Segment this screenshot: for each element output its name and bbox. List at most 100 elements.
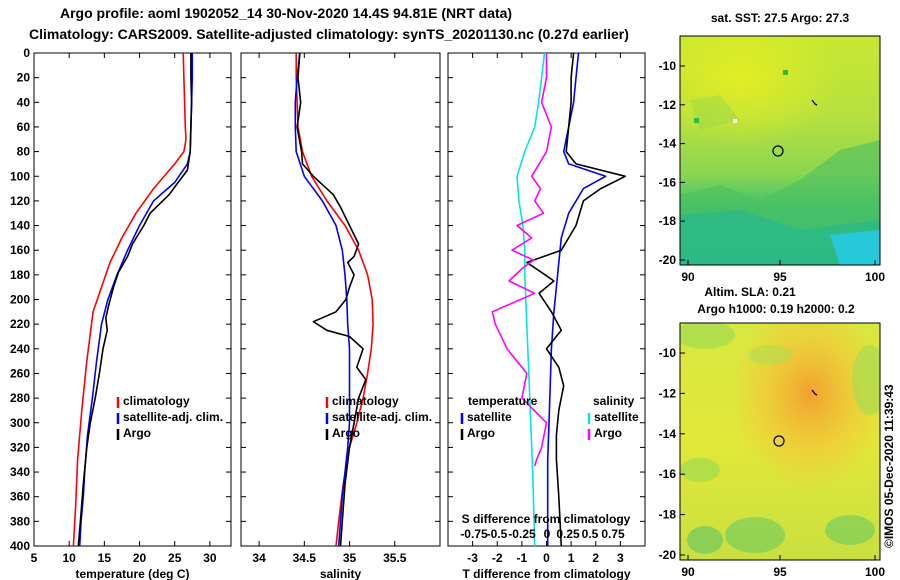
legend-label: satellite	[467, 410, 512, 424]
map-y-tick-label: -12	[659, 386, 677, 400]
legend-label: climatology	[123, 394, 190, 408]
map-y-tick-label: -10	[659, 346, 677, 360]
temperature-panel: 0 20 40 60 80 100 120 140 160 180 200 220 240 260 280 3…	[10, 46, 232, 580]
map-y-tick-label: -14	[659, 427, 677, 441]
sst-map-axes: 90 95 100 -10 -12 -14 -16 -18 -20	[659, 59, 886, 284]
legend-salinity-title: salinity	[593, 394, 635, 408]
x-tick-label: 35	[343, 551, 357, 565]
map-x-tick-label: 95	[773, 565, 787, 579]
map-y-tick-label: -20	[659, 548, 677, 562]
series-line-s-satellite-clim	[516, 52, 546, 547]
depth-tick-label: 340	[10, 465, 30, 479]
map-x-tick-label: 90	[681, 270, 695, 284]
x-tick-label: 30	[203, 551, 217, 565]
depth-tick-label: 20	[17, 71, 31, 85]
sla-map: Altim. SLA: 0.21 Argo h1000: 0.19 h2000:…	[659, 285, 886, 579]
map-y-tick-label: -16	[659, 175, 677, 189]
difference-panel: -3 -2 -1 0 1 2 3 T difference from climatology t…	[447, 52, 646, 580]
x-tick-label: -1	[517, 551, 528, 565]
sst-map: sat. SST: 27.5 Argo: 27.3 90 95 100 -10 -12 -…	[659, 11, 886, 284]
s-diff-tick-label: 0	[544, 527, 551, 541]
series-line-climatology	[295, 53, 374, 547]
sst-map-field	[680, 36, 880, 265]
depth-tick-label: 280	[10, 391, 30, 405]
x-tick-label: 34.5	[293, 551, 317, 565]
sla-map-axes: 90 95 100 -10 -12 -14 -16 -18 -20	[659, 346, 886, 579]
depth-tick-label: 400	[10, 539, 30, 553]
series-line-t-argo-clim	[525, 52, 627, 547]
s-diff-tick-label: -0.5	[487, 527, 508, 541]
legend-label: climatology	[332, 394, 399, 408]
map-y-tick-label: -20	[659, 253, 677, 267]
series-line-climatology	[72, 52, 187, 547]
imos-credit: ©IMOS 05-Dec-2020 11:39:43	[882, 384, 896, 548]
s-diff-tick-label: -0.25	[508, 527, 536, 541]
map-x-tick-label: 95	[773, 270, 787, 284]
temperature-profile-frame	[33, 52, 232, 547]
map-y-tick-label: -14	[659, 137, 677, 151]
title-line-2: Climatology: CARS2009. Satellite-adjuste…	[29, 26, 629, 42]
depth-tick-label: 220	[10, 317, 30, 331]
s-diff-axis-label: S difference from climatology	[462, 512, 631, 526]
x-tick-label: 25	[168, 551, 182, 565]
depth-tick-label: 0	[23, 46, 30, 60]
legend-label: satellite-adj. clim.	[332, 410, 432, 424]
salinity-profile-frame	[240, 52, 441, 547]
legend-label: Argo	[123, 426, 151, 440]
x-tick-label: 0	[543, 551, 550, 565]
title-line-1: Argo profile: aoml 1902052_14 30-Nov-202…	[60, 5, 513, 21]
depth-tick-label: 200	[10, 293, 30, 307]
depth-tick-label: 60	[17, 120, 31, 134]
depth-tick-label: 40	[17, 95, 31, 109]
depth-tick-label: 360	[10, 490, 30, 504]
s-diff-tick-label: 0.25	[556, 527, 580, 541]
series-line-satellite-adj-clim-	[294, 52, 351, 547]
depth-tick-label: 260	[10, 366, 30, 380]
map-y-tick-label: -12	[659, 98, 677, 112]
legend-label: satellite-adj. clim.	[123, 410, 223, 424]
series-line-t-satellite-clim	[546, 52, 607, 546]
map-x-tick-label: 90	[681, 565, 695, 579]
series-line-argo	[77, 53, 193, 547]
series-line-s-argo-clim	[491, 53, 553, 467]
depth-tick-label: 120	[10, 194, 30, 208]
map-y-tick-label: -10	[659, 59, 677, 73]
salinity-profile-xlabel: salinity	[320, 567, 362, 580]
sla-map-field	[680, 323, 880, 560]
x-tick-label: 34	[252, 551, 266, 565]
sla-float-track	[811, 389, 818, 396]
x-tick-label: 2	[592, 551, 599, 565]
depth-tick-label: 320	[10, 440, 30, 454]
depth-tick-label: 140	[10, 219, 30, 233]
sst-float-track	[811, 99, 818, 106]
depth-tick-label: 300	[10, 416, 30, 430]
x-tick-label: 20	[133, 551, 147, 565]
legend-label: Argo	[594, 426, 622, 440]
depth-tick-label: 240	[10, 342, 30, 356]
legend-label: Argo	[467, 426, 495, 440]
s-diff-tick-label: 0.5	[582, 527, 599, 541]
sla-map-title-1: Altim. SLA: 0.21	[704, 285, 796, 299]
legend-label: satellite	[594, 410, 639, 424]
x-tick-label: 15	[98, 551, 112, 565]
sla-map-title-2: Argo h1000: 0.19 h2000: 0.2	[697, 302, 855, 316]
salinity-panel: 34 34.5 35 35.5 salinity climatology satellite…	[240, 52, 441, 580]
map-x-tick-label: 100	[865, 565, 885, 579]
difference-profile-frame	[447, 52, 646, 547]
sst-map-title: sat. SST: 27.5 Argo: 27.3	[711, 11, 850, 25]
x-tick-label: 1	[568, 551, 575, 565]
temperature-profile-xlabel: temperature (deg C)	[75, 567, 189, 580]
depth-tick-label: 380	[10, 514, 30, 528]
depth-tick-label: 180	[10, 268, 30, 282]
depth-tick-label: 100	[10, 169, 30, 183]
sla-profile-marker	[773, 435, 785, 447]
s-diff-tick-label: 0.75	[601, 527, 625, 541]
x-tick-label: 5	[31, 551, 38, 565]
map-y-tick-label: -16	[659, 467, 677, 481]
legend-label: Argo	[332, 426, 360, 440]
depth-tick-label: 160	[10, 243, 30, 257]
map-y-tick-label: -18	[659, 214, 677, 228]
legend-temperature-title: temperature	[468, 394, 538, 408]
map-x-tick-label: 100	[865, 270, 885, 284]
